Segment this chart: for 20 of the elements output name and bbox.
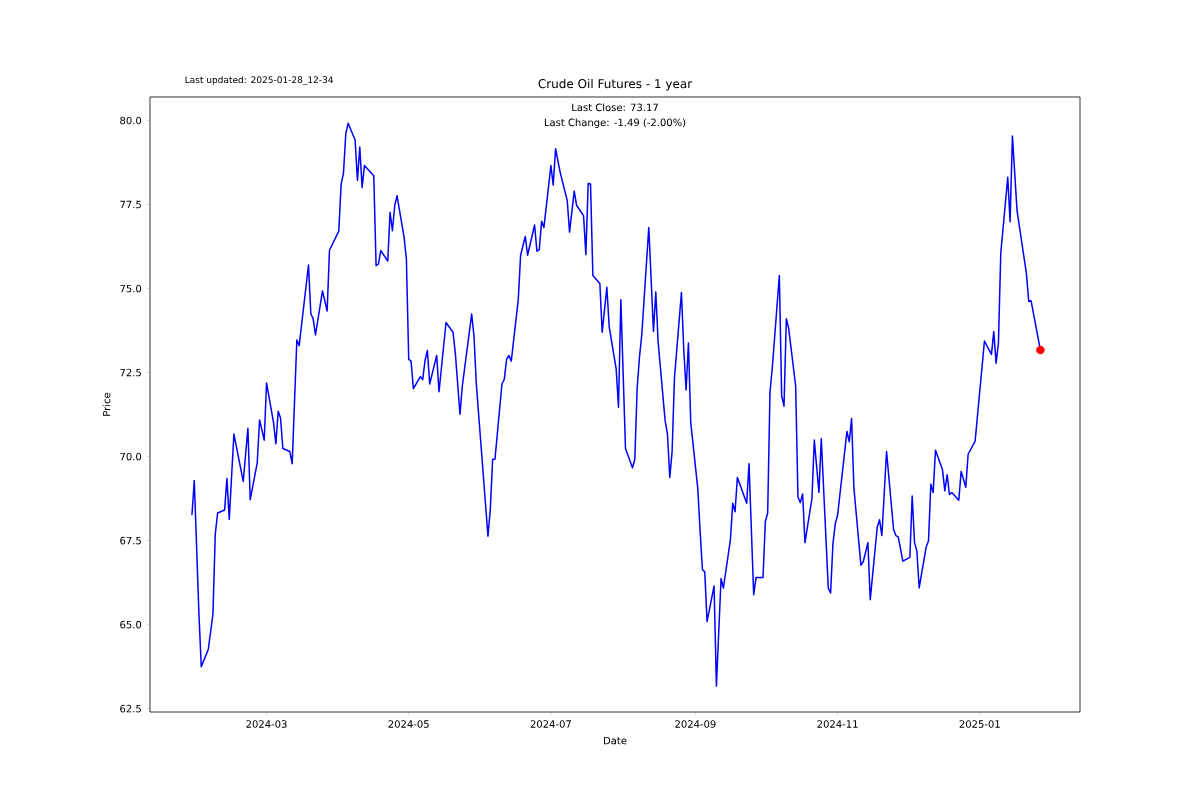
y-tick-label: 65.0	[120, 620, 142, 629]
y-tick-label: 77.5	[120, 200, 141, 209]
annotation: Last Change: -1.49 (-2.00%)	[544, 118, 686, 129]
x-axis-title: Date	[604, 736, 627, 745]
x-tick-label: 2024-09	[675, 720, 716, 728]
y-tick-label: 70.0	[120, 452, 142, 461]
x-tick-label: 2024-03	[246, 720, 287, 728]
x-tick-label: 2025-01	[959, 720, 1000, 728]
y-tick-label: 72.5	[120, 368, 141, 377]
y-tick-label: 62.5	[120, 704, 141, 713]
y-tick-label: 80.0	[120, 116, 142, 125]
x-tick-label: 2024-07	[530, 720, 571, 728]
y-tick-label: 67.5	[120, 536, 141, 545]
x-tick-label: 2024-05	[388, 720, 429, 728]
text: Last updated: 2025-01-28_12-34	[185, 76, 334, 86]
annotation: Last Close: 73.17	[572, 103, 658, 112]
chart-title: Crude Oil Futures - 1 year	[538, 78, 693, 91]
y-tick-label: 75.0	[120, 284, 142, 293]
y-axis-title: Price	[102, 392, 111, 416]
x-tick-label: 2024-11	[817, 720, 858, 728]
